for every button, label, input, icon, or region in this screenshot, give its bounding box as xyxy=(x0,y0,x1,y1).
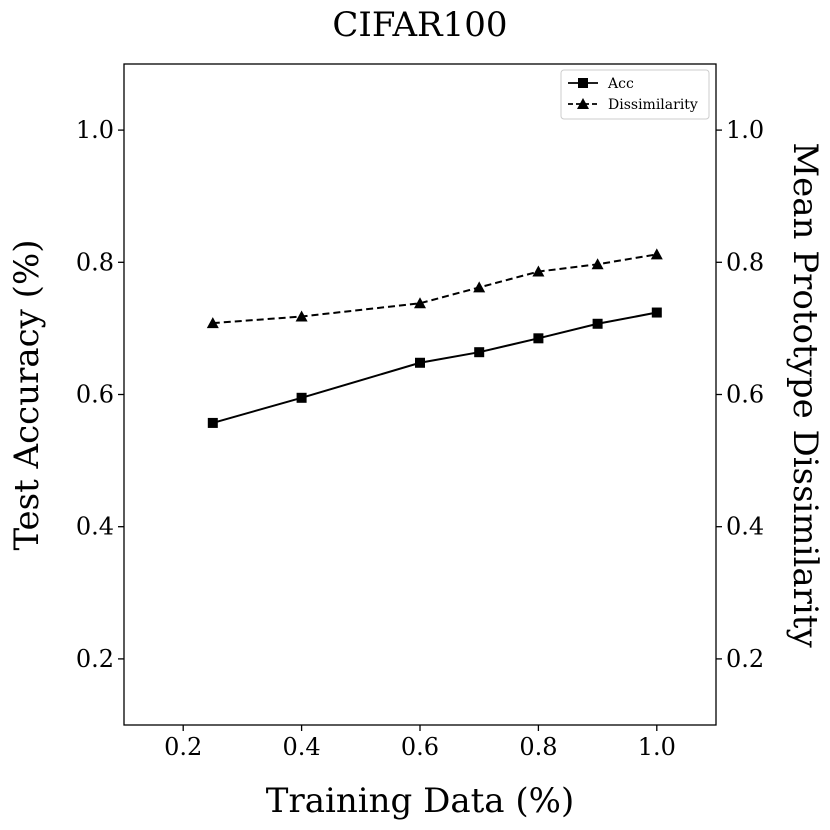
data-point-acc xyxy=(651,307,662,318)
data-point-dissimilarity xyxy=(295,310,308,322)
data-point-dissimilarity xyxy=(206,317,219,329)
right-y-tick-label: 1.0 xyxy=(726,116,764,144)
left-y-tick-label: 0.6 xyxy=(76,381,114,409)
series-layer xyxy=(206,248,663,428)
x-axis-ticks: 0.2 0.4 0.6 0.8 1.0 xyxy=(164,725,676,761)
data-point-dissimilarity xyxy=(650,248,663,260)
data-point-acc xyxy=(415,357,425,368)
plot-frame xyxy=(123,63,717,726)
right-y-tick-label: 0.2 xyxy=(726,645,764,673)
right-y-tick-label: 0.6 xyxy=(726,381,764,409)
data-point-dissimilarity xyxy=(591,258,604,270)
x-tick-label: 0.4 xyxy=(283,733,321,761)
x-tick-label: 0.6 xyxy=(401,733,439,761)
x-tick-label: 1.0 xyxy=(638,733,676,761)
legend-label-dissimilarity: Dissimilarity xyxy=(608,97,698,113)
data-point-dissimilarity xyxy=(473,281,486,293)
right-y-axis-label: Mean Prototype Dissimilarity xyxy=(785,142,825,648)
left-y-axis-label: Test Accuracy (%) xyxy=(7,239,47,550)
data-point-acc xyxy=(533,333,544,344)
x-tick-label: 0.2 xyxy=(164,733,202,761)
left-y-tick-label: 0.8 xyxy=(76,248,114,276)
data-point-dissimilarity xyxy=(414,297,426,309)
legend-marker-dissimilarity xyxy=(577,98,589,109)
right-y-tick-label: 0.4 xyxy=(726,513,764,541)
data-point-dissimilarity xyxy=(532,265,545,277)
series-line-acc xyxy=(212,311,657,424)
series-acc xyxy=(207,307,662,428)
legend: Acc Dissimilarity xyxy=(560,69,710,120)
right-y-tick-label: 0.8 xyxy=(726,248,764,276)
x-axis-label: Training Data (%) xyxy=(266,781,574,821)
data-point-acc xyxy=(296,392,307,403)
data-point-acc xyxy=(592,318,603,329)
left-y-tick-label: 0.2 xyxy=(76,645,114,673)
x-tick-label: 0.8 xyxy=(519,733,557,761)
legend-marker-acc xyxy=(578,78,588,88)
right-y-axis-ticks: 0.2 0.4 0.6 0.8 1.0 xyxy=(716,116,764,673)
series-dissimilarity xyxy=(206,248,663,329)
data-point-acc xyxy=(207,417,218,428)
left-y-tick-label: 0.4 xyxy=(76,513,114,541)
chart-title: CIFAR100 xyxy=(332,5,507,45)
left-y-tick-label: 1.0 xyxy=(76,116,114,144)
legend-label-acc: Acc xyxy=(607,76,634,92)
series-line-dissimilarity xyxy=(212,253,657,325)
left-y-axis-ticks: 0.2 0.4 0.6 0.8 1.0 xyxy=(76,116,124,673)
data-point-acc xyxy=(474,347,485,358)
